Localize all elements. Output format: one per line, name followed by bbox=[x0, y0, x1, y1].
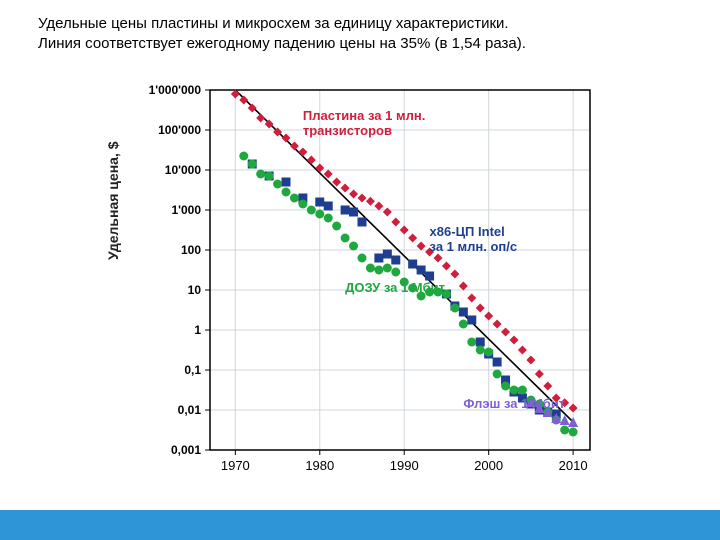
y-tick-label: 0,001 bbox=[171, 443, 201, 457]
footer-bar bbox=[0, 510, 720, 540]
y-tick-label: 10 bbox=[188, 283, 202, 297]
y-tick-label: 0,01 bbox=[178, 403, 202, 417]
caption-line2: Линия соответствует ежегодному падению ц… bbox=[38, 35, 526, 52]
x-tick-label: 2000 bbox=[474, 458, 503, 473]
series-label-wafer-per-1m-transistors: Пластина за 1 млн. bbox=[303, 108, 425, 123]
x-tick-label: 1970 bbox=[221, 458, 250, 473]
y-tick-label: 0,1 bbox=[184, 363, 201, 377]
x-tick-label: 1980 bbox=[305, 458, 334, 473]
series-label-dram-1mbit: ДОЗУ за 1 Мбит bbox=[345, 280, 445, 295]
x-tick-label: 1990 bbox=[390, 458, 419, 473]
y-tick-label: 10'000 bbox=[165, 163, 202, 177]
y-tick-label: 100'000 bbox=[158, 123, 201, 137]
series-label-x86-cpu-intel: за 1 млн. оп/с bbox=[430, 239, 518, 254]
series-label-x86-cpu-intel: x86-ЦП Intel bbox=[430, 224, 505, 239]
y-tick-label: 1 bbox=[194, 323, 201, 337]
caption-line1: Удельные цены пластины и микросхем за ед… bbox=[38, 15, 509, 32]
y-tick-label: 100 bbox=[181, 243, 201, 257]
price-trend-chart: 0,001 0,01 0,1 1 10 100 1'000 10'000 100'000 1'00… bbox=[130, 80, 600, 485]
x-tick-label: 2010 bbox=[559, 458, 588, 473]
y-tick-label: 1'000'000 bbox=[149, 83, 202, 97]
caption-text: Удельные цены пластины и микросхем за ед… bbox=[38, 14, 678, 55]
series-label-wafer-per-1m-transistors: транзисторов bbox=[303, 123, 392, 138]
series-label-flash-1mbit: Флэш за 1 Мбит bbox=[463, 396, 565, 411]
y-tick-label: 1'000 bbox=[171, 203, 201, 217]
chart-svg: 0,001 0,01 0,1 1 10 100 1'000 10'000 100'000 1'00… bbox=[130, 80, 600, 485]
y-axis-label: Удельная цена, $ bbox=[105, 141, 121, 260]
